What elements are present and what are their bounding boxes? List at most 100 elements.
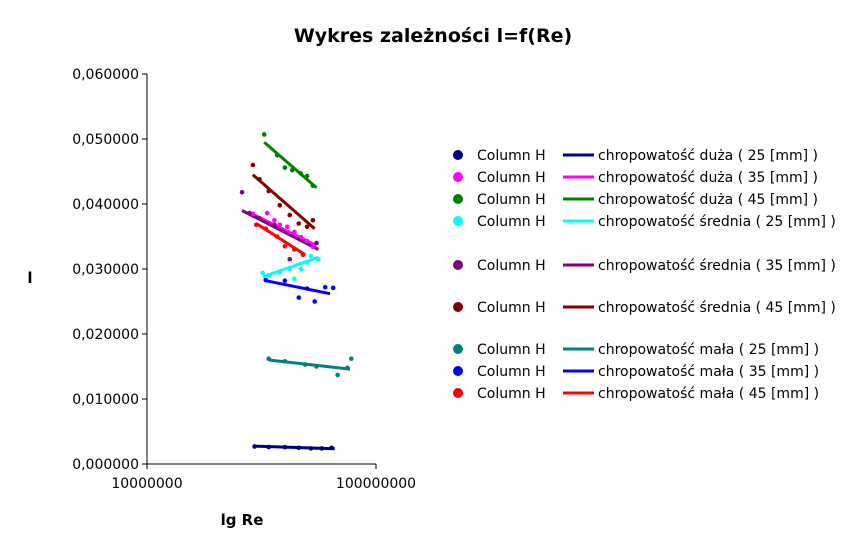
plot-area: 0,000000 0,010000 0,020000 0,030000 0,040000… [72,67,416,492]
legend-trend-label: chropowatość duża ( 25 [mm] ) [598,148,818,164]
data-point [304,286,310,291]
trend-line [268,358,351,371]
data-point [312,299,318,304]
data-point [263,277,269,283]
legend-marker [453,388,463,398]
data-point [263,226,269,231]
legend-trend-label: chropowatość duża ( 35 [mm] ) [598,170,818,186]
data-point [348,356,354,362]
legend-series-label: Column H [477,342,546,358]
data-point [292,276,297,282]
data-point [329,445,334,451]
legend-trend-label: chropowatość duża ( 45 [mm] ) [598,192,818,208]
y-tick-label: 0,050000 [72,132,139,148]
legend-series-label: Column H [477,214,546,230]
legend-series-label: Column H [477,170,546,186]
data-point [304,173,310,179]
data-point [257,177,262,182]
data-point [287,266,293,272]
legend-series-label: Column H [477,258,546,274]
data-point [274,234,280,239]
legend-marker [453,366,463,376]
data-point [345,365,350,371]
data-point [250,211,256,217]
y-tick-label: 0,030000 [72,262,139,278]
y-axis-label: l [27,269,32,287]
legend-marker [453,344,463,354]
data-point [296,221,302,226]
trend-line [263,141,318,189]
y-tick-label: 0,010000 [72,392,139,408]
data-points [239,132,354,451]
x-tick-label: 100000000 [336,476,416,492]
data-point [277,203,283,208]
legend-series-label: Column H [477,192,546,208]
data-point [260,270,265,276]
data-point [285,224,290,230]
data-point [282,243,288,249]
data-point [264,210,270,216]
data-point [296,445,302,451]
legend-marker [453,172,463,182]
data-point [282,444,288,450]
data-point [289,167,295,173]
data-point [310,244,316,250]
data-point [302,362,308,367]
legend-trend-label: chropowatość mała ( 45 [mm] ) [598,386,819,402]
legend-series-label: Column H [477,364,546,380]
data-point [292,247,297,252]
trend-line [241,209,320,251]
data-point [335,372,340,378]
data-point [266,444,272,450]
data-point [282,359,288,364]
legend: Column H chropowatość duża ( 25 [mm] ) Col… [453,148,836,402]
data-point [304,260,310,265]
legend-series-label: Column H [477,148,546,164]
data-point [239,190,245,195]
data-point [252,444,257,449]
data-point [296,295,302,300]
data-point [298,171,304,176]
trend-line [265,279,331,296]
trend-lines [241,141,351,451]
data-point [310,217,316,223]
legend-marker [453,150,463,160]
legend-trend-label: chropowatość średnia ( 25 [mm] ) [598,214,836,230]
legend-series-label: Column H [477,300,546,316]
data-point [287,256,293,262]
data-point [292,229,297,235]
data-point [257,216,262,221]
data-point [304,238,310,244]
data-point [261,132,267,137]
data-point [319,446,325,451]
data-point [272,217,277,223]
data-point [310,183,316,189]
data-point [314,240,319,246]
data-point [247,210,252,216]
y-tick-label: 0,000000 [72,457,139,473]
data-point [266,188,272,194]
data-point [308,446,314,451]
y-tick-label: 0,060000 [72,67,139,83]
data-point [266,273,272,278]
legend-trend-label: chropowatość mała ( 25 [mm] ) [598,342,819,358]
data-point [253,222,259,228]
data-point [314,364,319,369]
data-point [277,269,283,275]
legend-trend-label: chropowatość mała ( 35 [mm] ) [598,364,819,380]
data-point [304,224,310,230]
data-point [330,285,336,291]
data-point [287,212,293,218]
data-point [277,222,283,228]
data-point [308,253,314,259]
y-ticks: 0,000000 0,010000 0,020000 0,030000 0,040000… [72,67,147,473]
data-point [282,278,288,284]
data-point [250,162,256,168]
legend-marker [453,194,463,204]
legend-marker [453,302,463,312]
y-tick-label: 0,040000 [72,197,139,213]
data-point [274,152,280,158]
data-point [300,252,306,257]
data-point [298,266,304,272]
